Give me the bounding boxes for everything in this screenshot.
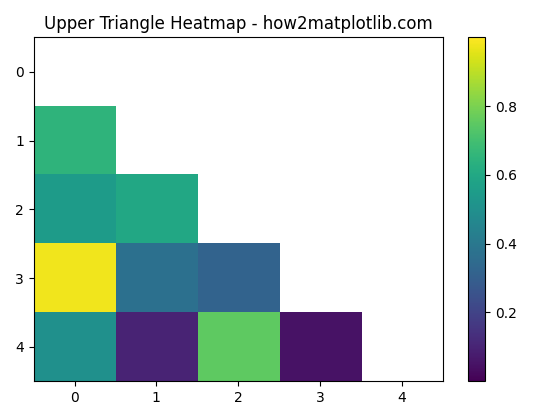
Title: Upper Triangle Heatmap - how2matplotlib.com: Upper Triangle Heatmap - how2matplotlib.…	[44, 15, 432, 33]
